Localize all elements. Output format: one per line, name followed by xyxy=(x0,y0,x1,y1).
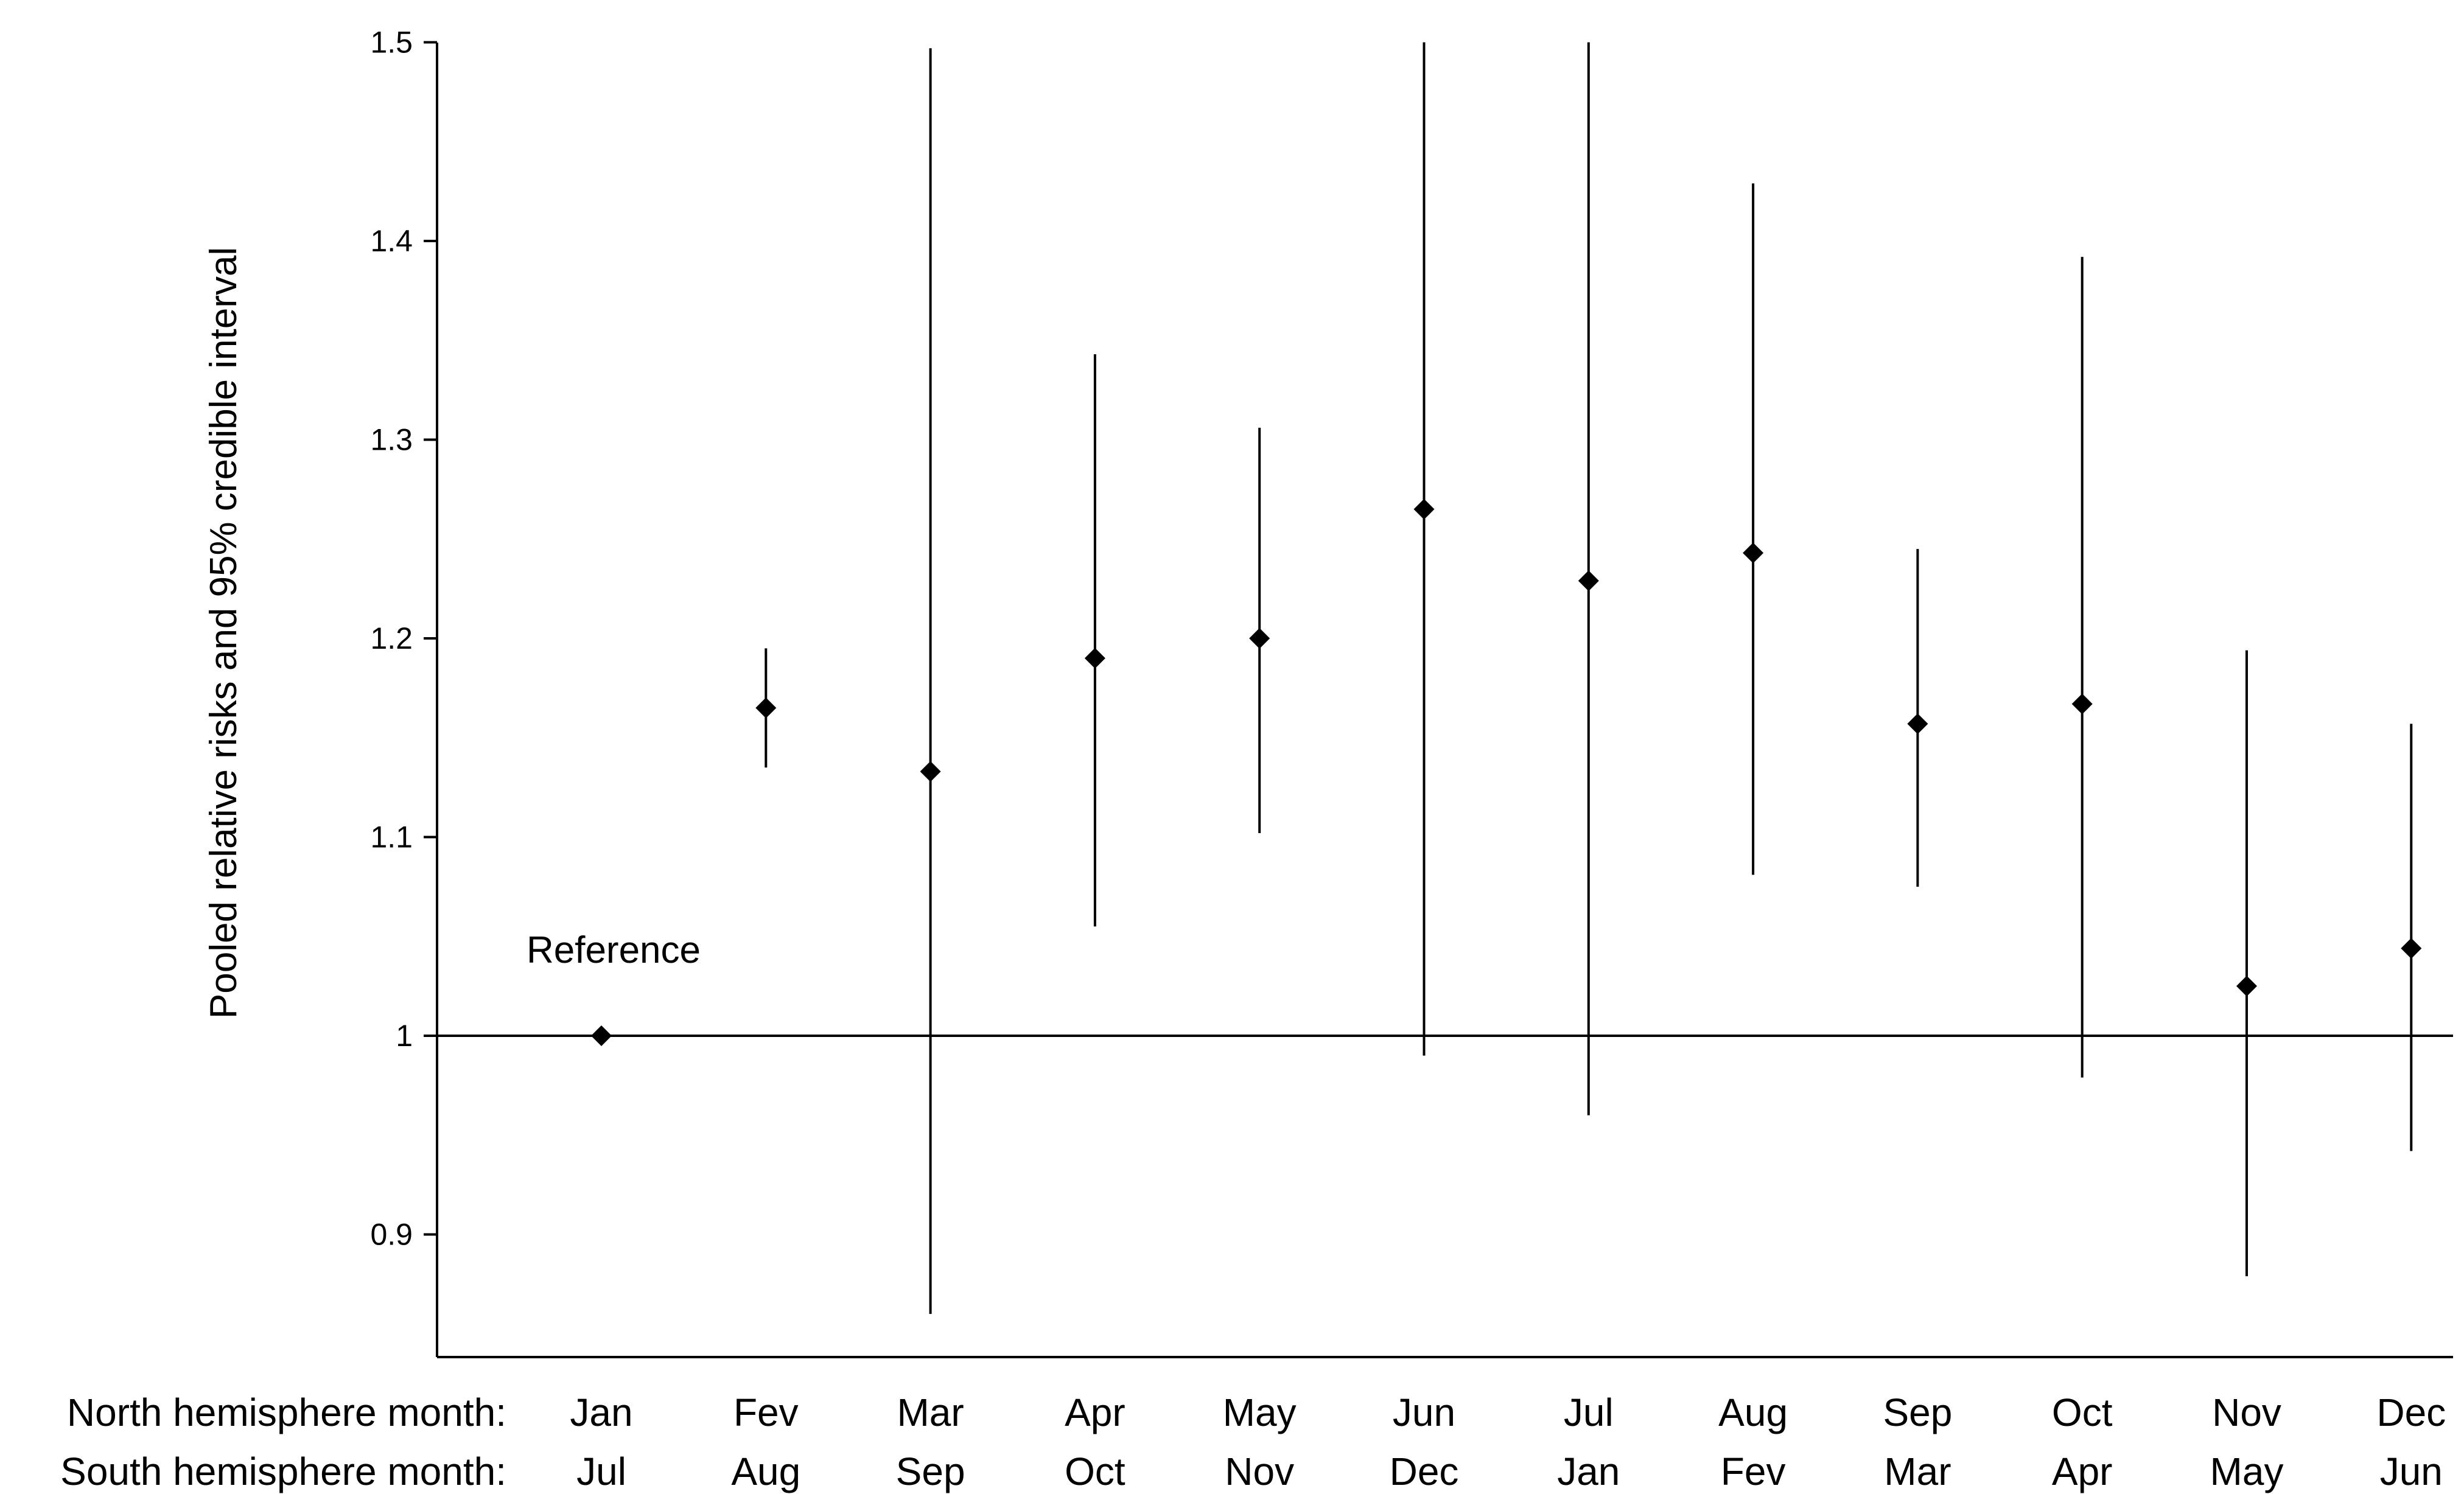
north-month-label: Mar xyxy=(897,1391,964,1434)
south-month-label: Fev xyxy=(1721,1450,1786,1493)
rr-point-jun xyxy=(1413,498,1435,520)
south-month-label: May xyxy=(2210,1450,2284,1493)
axes xyxy=(436,43,2453,1358)
rr-point-may xyxy=(1249,628,1270,649)
north-month-label: Nov xyxy=(2212,1391,2281,1434)
north-month-label: Jun xyxy=(1393,1391,1455,1434)
north-month-label: Oct xyxy=(2052,1391,2113,1434)
south-month-label: Jan xyxy=(1557,1450,1620,1493)
y-tick-label: 1.1 xyxy=(370,820,413,854)
rr-point-jul xyxy=(1578,570,1599,592)
y-tick-label: 0.9 xyxy=(370,1218,413,1252)
south-month-label: Jun xyxy=(2380,1450,2443,1493)
y-tick-label: 1.4 xyxy=(370,224,413,258)
y-tick-label: 1.2 xyxy=(370,621,413,655)
north-month-label: May xyxy=(1223,1391,1297,1434)
reference-annotation: Reference xyxy=(527,929,701,971)
y-tick-label: 1.3 xyxy=(370,423,413,457)
south-month-label: Dec xyxy=(1390,1450,1459,1493)
rr-point-dec xyxy=(2401,938,2422,959)
rr-point-nov xyxy=(2236,976,2257,997)
north-month-label: Apr xyxy=(1065,1391,1125,1434)
rr-point-mar xyxy=(920,761,941,782)
y-tick-label: 1 xyxy=(396,1019,413,1053)
south-month-label: Nov xyxy=(1225,1450,1294,1493)
rr-point-apr xyxy=(1084,648,1105,669)
north-month-label: Jul xyxy=(1564,1391,1614,1434)
south-month-label: Sep xyxy=(896,1450,965,1493)
y-tick-label: 1.5 xyxy=(370,26,413,60)
north-month-label: Jan xyxy=(570,1391,632,1434)
south-month-label: Aug xyxy=(731,1450,800,1493)
south-month-label: Oct xyxy=(1065,1450,1125,1493)
rr-point-fev xyxy=(755,697,777,719)
south-month-label: Jul xyxy=(576,1450,626,1493)
x-axis-labels: North hemisphere month: South hemisphere… xyxy=(60,1391,2446,1493)
y-axis-label: Pooled relative risks and 95% credible i… xyxy=(203,247,245,1019)
north-month-label: Sep xyxy=(1883,1391,1952,1434)
y-axis-ticks: 0.9 1 1.1 1.2 1.3 1.4 1.5 xyxy=(370,26,437,1252)
rr-point-oct xyxy=(2071,693,2093,714)
rr-point-sep xyxy=(1907,713,1928,735)
rr-point-aug xyxy=(1743,542,1764,564)
rr-point-jan xyxy=(591,1025,612,1046)
south-month-label: Apr xyxy=(2052,1450,2113,1493)
south-month-label: Mar xyxy=(1884,1450,1951,1493)
data-marks xyxy=(591,42,2422,1314)
north-row-label: North hemisphere month: xyxy=(67,1391,506,1434)
north-month-label: Fev xyxy=(733,1391,799,1434)
south-row-label: South hemisphere month: xyxy=(60,1450,506,1493)
north-month-label: Aug xyxy=(1718,1391,1788,1434)
north-month-label: Dec xyxy=(2376,1391,2446,1434)
